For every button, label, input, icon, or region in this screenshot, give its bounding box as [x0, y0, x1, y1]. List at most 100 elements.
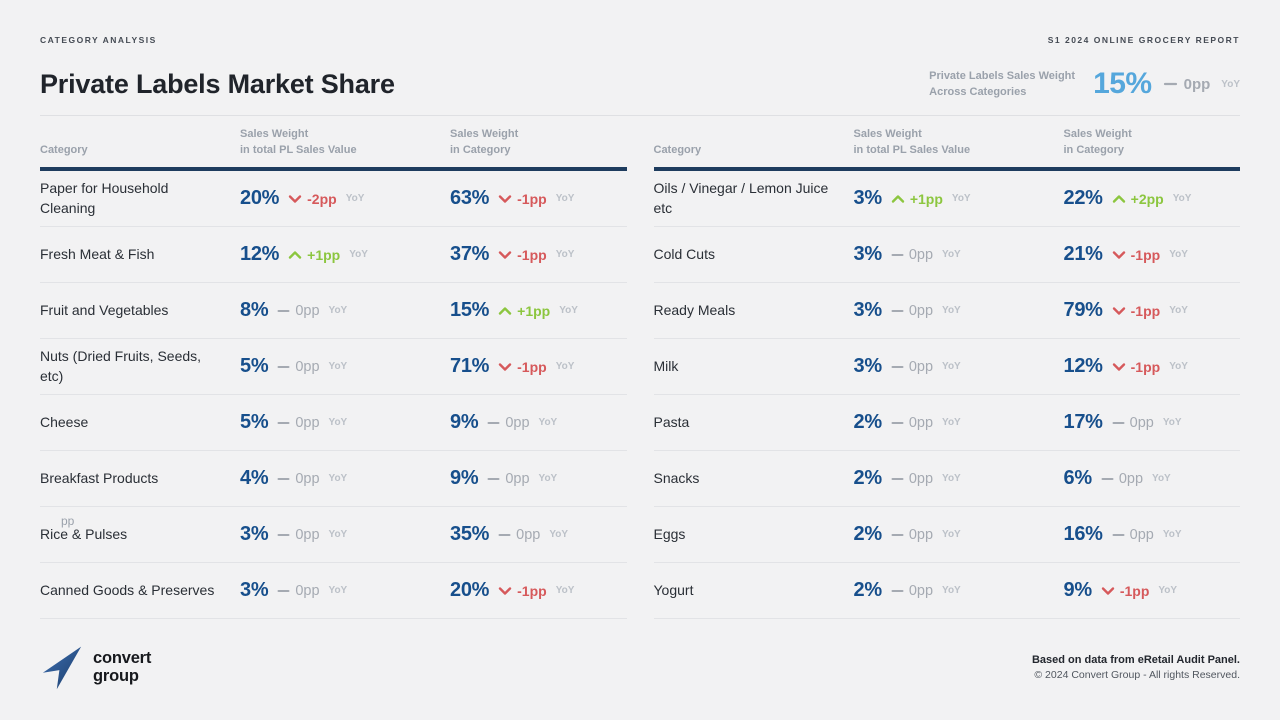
percent-value: 3% — [853, 299, 883, 321]
report-name-label: S1 2024 ONLINE GROCERY REPORT — [1047, 35, 1240, 45]
percent-value: 2% — [853, 411, 883, 433]
category-label: Fresh Meat & Fish — [40, 245, 155, 262]
table-row: Snacks 2% 0pp YoY 6% 0pp YoY — [653, 451, 1240, 507]
pl-sales-weight-cell: 2% 0pp YoY — [854, 523, 1064, 546]
trend-flat: 0pp — [487, 470, 530, 487]
dash-icon — [487, 474, 500, 484]
table-row: Eggs 2% 0pp YoY 16% 0pp YoY — [653, 507, 1240, 563]
in-category-sales-weight-cell: 22% +2pp YoY — [1064, 187, 1241, 210]
trend-flat: 0pp — [1112, 415, 1154, 431]
dash-icon — [891, 586, 904, 596]
dash-icon — [277, 418, 290, 428]
dash-icon — [891, 362, 904, 372]
pl-sales-weight-cell: 3% 0pp YoY — [240, 523, 450, 546]
yoy-label: YoY — [1162, 417, 1182, 428]
pl-sales-weight-cell: 5% 0pp YoY — [240, 355, 450, 378]
change-value: -1pp — [517, 582, 547, 599]
change-value: 0pp — [505, 470, 530, 487]
dash-icon — [277, 362, 290, 372]
kpi-label: Private Labels Sales Weight Across Categ… — [929, 68, 1075, 101]
category-label: Cold Cuts — [653, 245, 715, 262]
dash-icon — [1112, 418, 1125, 428]
trend-down: -1pp — [1112, 247, 1160, 263]
in-category-sales-weight-cell: 17% 0pp YoY — [1064, 411, 1241, 434]
chevron-up-icon — [891, 194, 905, 204]
category-label: Ready Meals — [653, 301, 736, 318]
dash-icon — [1112, 530, 1125, 540]
kpi-private-labels-weight: Private Labels Sales Weight Across Categ… — [929, 67, 1240, 101]
trend-down: -1pp — [498, 247, 547, 263]
yoy-label: YoY — [538, 473, 558, 484]
change-value: 0pp — [908, 582, 934, 599]
table-row: Rice & Pulses pp 3% 0pp YoY 35% 0pp YoY — [40, 507, 627, 563]
dash-icon — [1163, 79, 1178, 89]
percent-value: 63% — [450, 187, 490, 209]
in-category-sales-weight-cell: 12% -1pp YoY — [1064, 355, 1241, 378]
table-body: Paper for Household Cleaning 20% -2pp Yo… — [40, 171, 627, 619]
change-value: 0pp — [908, 414, 934, 431]
chevron-down-icon — [1112, 362, 1126, 372]
change-value: 0pp — [908, 358, 934, 375]
pl-sales-weight-cell: 5% 0pp YoY — [240, 411, 450, 434]
trend-flat: 0pp — [487, 414, 530, 431]
table-row: Yogurt 2% 0pp YoY 9% -1pp YoY — [653, 563, 1240, 619]
change-value: 0pp — [505, 414, 530, 431]
change-value: +1pp — [909, 190, 943, 207]
chevron-down-icon — [1112, 250, 1126, 260]
percent-value: 71% — [450, 355, 490, 377]
in-category-sales-weight-cell: 9% 0pp YoY — [450, 411, 627, 434]
convert-group-logo: convert group — [40, 644, 151, 691]
logo-wordmark: convert group — [93, 649, 152, 685]
trend-flat: 0pp — [891, 247, 933, 263]
percent-value: 16% — [1063, 523, 1103, 545]
table-row: Ready Meals 3% 0pp YoY 79% -1pp YoY — [653, 283, 1241, 339]
column-header-pl-sales-value: Sales Weight in total PL Sales Value — [240, 128, 357, 156]
in-category-sales-weight-cell: 79% -1pp YoY — [1064, 299, 1241, 322]
table-row: Canned Goods & Preserves 3% 0pp YoY 20% … — [40, 563, 627, 619]
percent-value: 3% — [853, 187, 883, 209]
table-right: Category Sales Weight in total PL Sales … — [653, 116, 1241, 619]
yoy-label: YoY — [328, 417, 348, 428]
yoy-label: YoY — [555, 361, 575, 372]
yoy-label: YoY — [538, 417, 558, 428]
percent-value: 12% — [1063, 355, 1103, 377]
trend-flat: 0pp — [891, 359, 933, 375]
percent-value: 17% — [1063, 411, 1103, 433]
trend-up: +1pp — [891, 191, 943, 207]
trend-flat: 0pp — [891, 471, 933, 487]
table-row: Cheese 5% 0pp YoY 9% 0pp YoY — [40, 395, 627, 451]
chevron-down-icon — [1101, 586, 1115, 596]
trend-flat: 0pp — [277, 414, 320, 431]
yoy-label: YoY — [942, 305, 961, 316]
trend-down: -1pp — [498, 583, 547, 599]
change-value: 0pp — [908, 470, 934, 487]
category-label: Oils / Vinegar / Lemon Juice etc — [653, 180, 829, 216]
trend-flat: 0pp — [277, 471, 320, 487]
change-value: 0pp — [295, 414, 320, 431]
percent-value: 22% — [1063, 187, 1103, 209]
percent-value: 2% — [853, 467, 883, 489]
yoy-label: YoY — [555, 249, 575, 260]
dash-icon — [277, 474, 290, 484]
chevron-down-icon — [288, 194, 302, 204]
change-value: -1pp — [517, 358, 547, 375]
table-row: Fruit and Vegetables 8% 0pp YoY 15% +1pp… — [40, 283, 627, 339]
chevron-down-icon — [498, 586, 512, 596]
pl-sales-weight-cell: 12% +1pp YoY — [240, 243, 450, 266]
yoy-label: YoY — [942, 249, 961, 260]
percent-value: 79% — [1063, 299, 1103, 321]
chevron-up-icon — [1112, 194, 1126, 204]
pl-sales-weight-cell: 20% -2pp YoY — [240, 187, 450, 210]
percent-value: 3% — [240, 579, 269, 601]
dash-icon — [277, 530, 290, 540]
trend-flat: 0pp — [277, 583, 320, 599]
percent-value: 8% — [240, 299, 269, 321]
percent-value: 12% — [240, 243, 280, 265]
yoy-label: YoY — [1172, 193, 1192, 204]
yoy-label: YoY — [328, 473, 348, 484]
change-value: +1pp — [307, 246, 341, 263]
category-label: Canned Goods & Preserves — [40, 581, 215, 598]
column-header-category: Category — [653, 143, 702, 156]
dash-icon — [487, 418, 500, 428]
